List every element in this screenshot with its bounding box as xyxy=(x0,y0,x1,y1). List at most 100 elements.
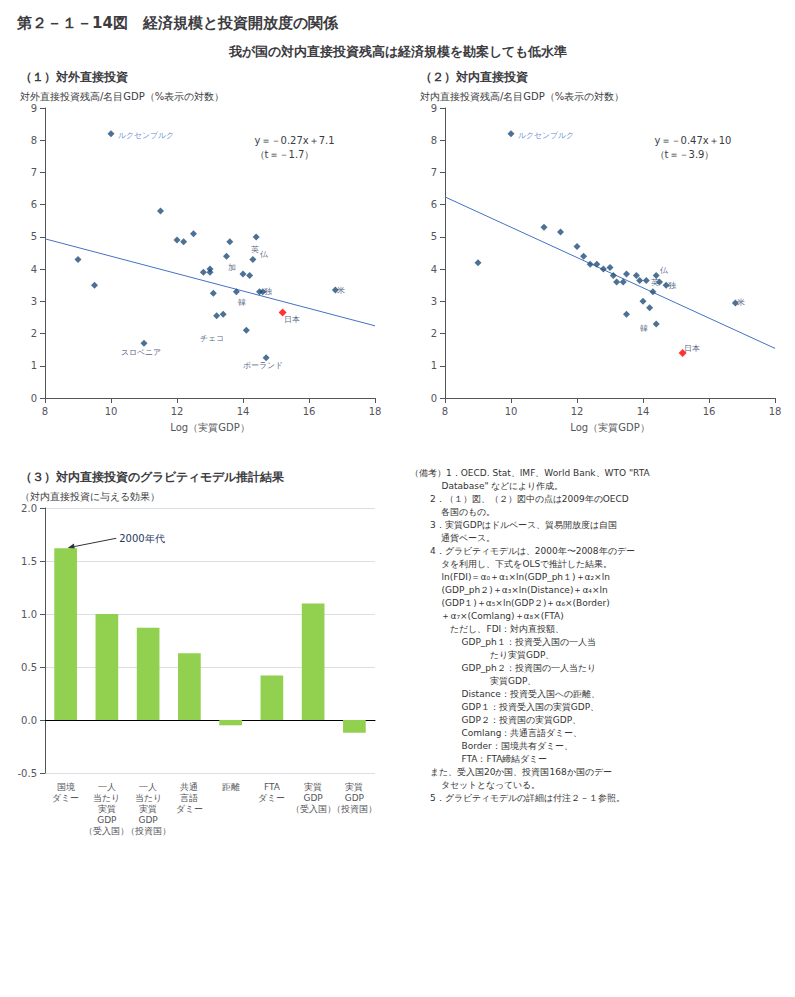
svg-text:対外直接投資残高/名目GDP（%表示の対数）: 対外直接投資残高/名目GDP（%表示の対数） xyxy=(20,91,224,102)
svg-text:独: 独 xyxy=(264,287,272,296)
svg-text:（t＝－3.9）: （t＝－3.9） xyxy=(655,149,715,160)
svg-text:0: 0 xyxy=(31,393,37,404)
svg-text:6: 6 xyxy=(31,199,37,210)
svg-text:8: 8 xyxy=(42,406,48,417)
svg-text:GDP_ph１：投資受入国の一人当: GDP_ph１：投資受入国の一人当 xyxy=(410,637,596,647)
svg-text:実質: 実質 xyxy=(304,782,322,792)
svg-text:国境: 国境 xyxy=(57,782,75,792)
svg-text:英: 英 xyxy=(651,278,659,287)
svg-text:スロベニア: スロベニア xyxy=(121,348,161,357)
svg-text:加: 加 xyxy=(228,263,236,272)
svg-text:実質: 実質 xyxy=(345,782,363,792)
svg-text:チェコ: チェコ xyxy=(200,334,224,343)
svg-text:たり実質GDP、: たり実質GDP、 xyxy=(410,650,554,660)
svg-text:ln(FDI)＝α₀＋α₁×ln(GDP_ph１)＋α₂×l: ln(FDI)＝α₀＋α₁×ln(GDP_ph１)＋α₂×ln xyxy=(410,572,610,582)
svg-text:各国のもの。: 各国のもの。 xyxy=(410,507,495,517)
svg-text:3．実質GDPはドルベース、貿易開放度は自国: 3．実質GDPはドルベース、貿易開放度は自国 xyxy=(410,520,617,530)
svg-text:5．グラビティモデルの詳細は付注２－１参照。: 5．グラビティモデルの詳細は付注２－１参照。 xyxy=(410,793,625,803)
svg-text:当たり: 当たり xyxy=(135,793,162,803)
svg-text:y＝－0.27x＋7.1: y＝－0.27x＋7.1 xyxy=(255,135,335,146)
svg-text:FTA：FTA締結ダミー: FTA：FTA締結ダミー xyxy=(410,754,547,764)
svg-text:（投資国）: （投資国） xyxy=(126,826,171,836)
svg-text:ダミー: ダミー xyxy=(176,804,203,814)
svg-text:（３）対内直接投資のグラビティモデル推計結果: （３）対内直接投資のグラビティモデル推計結果 xyxy=(20,470,285,484)
svg-text:y＝－0.47x＋10: y＝－0.47x＋10 xyxy=(655,135,732,146)
svg-text:米: 米 xyxy=(737,298,745,307)
svg-text:（t＝－1.7）: （t＝－1.7） xyxy=(255,149,315,160)
svg-text:12: 12 xyxy=(571,406,584,417)
svg-text:18: 18 xyxy=(369,406,382,417)
svg-text:8: 8 xyxy=(31,135,37,146)
svg-text:4．グラビティモデルは、2000年〜2008年のデー: 4．グラビティモデルは、2000年〜2008年のデー xyxy=(410,546,635,556)
svg-text:18: 18 xyxy=(769,406,782,417)
svg-text:（１）対外直接投資: （１）対外直接投資 xyxy=(20,70,128,84)
svg-text:Log（実質GDP）: Log（実質GDP） xyxy=(570,422,649,433)
svg-text:（備考）1．OECD. Stat、IMF、World Ban: （備考）1．OECD. Stat、IMF、World Bank、WTO "RTA xyxy=(410,468,650,478)
svg-text:ルクセンブルク: ルクセンブルク xyxy=(118,131,174,140)
svg-text:GDP_ph２：投資国の一人当たり: GDP_ph２：投資国の一人当たり xyxy=(410,663,596,673)
svg-text:1: 1 xyxy=(31,360,37,371)
svg-text:実質GDP、: 実質GDP、 xyxy=(410,676,536,686)
svg-text:当たり: 当たり xyxy=(93,793,120,803)
svg-text:10: 10 xyxy=(105,406,118,417)
svg-text:Database" などにより作成。: Database" などにより作成。 xyxy=(410,481,563,491)
svg-text:（受入国）: （受入国） xyxy=(291,804,336,814)
svg-text:ダミー: ダミー xyxy=(258,793,285,803)
svg-text:仏: 仏 xyxy=(259,250,269,259)
svg-text:一人: 一人 xyxy=(139,782,157,792)
svg-text:FTA: FTA xyxy=(264,782,281,792)
svg-text:4: 4 xyxy=(31,264,37,275)
svg-text:日本: 日本 xyxy=(284,315,300,324)
svg-text:GDP１：投資受入国の実質GDP、: GDP１：投資受入国の実質GDP、 xyxy=(410,702,599,712)
svg-text:7: 7 xyxy=(31,167,37,178)
svg-text:0.5: 0.5 xyxy=(21,662,37,673)
svg-text:Distance：投資受入国への距離、: Distance：投資受入国への距離、 xyxy=(410,689,600,699)
svg-text:10: 10 xyxy=(505,406,518,417)
svg-text:GDP: GDP xyxy=(345,793,365,803)
svg-text:6: 6 xyxy=(431,199,437,210)
svg-text:7: 7 xyxy=(431,167,437,178)
svg-text:韓: 韓 xyxy=(640,324,648,333)
svg-text:GDP: GDP xyxy=(303,793,323,803)
svg-text:日本: 日本 xyxy=(684,344,700,353)
svg-text:GDP２：投資国の実質GDP、: GDP２：投資国の実質GDP、 xyxy=(410,715,581,725)
svg-text:ポーランド: ポーランド xyxy=(243,361,283,370)
svg-text:14: 14 xyxy=(637,406,650,417)
svg-text:（対内直接投資に与える効果）: （対内直接投資に与える効果） xyxy=(20,491,160,502)
svg-text:Comlang：共通言語ダミー、: Comlang：共通言語ダミー、 xyxy=(410,728,583,738)
svg-text:（投資国）: （投資国） xyxy=(332,804,377,814)
svg-text:4: 4 xyxy=(431,264,437,275)
svg-text:米: 米 xyxy=(337,286,345,295)
svg-text:8: 8 xyxy=(442,406,448,417)
svg-text:2.0: 2.0 xyxy=(21,503,37,514)
svg-text:16: 16 xyxy=(303,406,316,417)
svg-text:我が国の対内直接投資残高は経済規模を勘案しても低水準: 我が国の対内直接投資残高は経済規模を勘案しても低水準 xyxy=(228,44,567,59)
svg-text:Border：国境共有ダミー、: Border：国境共有ダミー、 xyxy=(410,741,573,751)
svg-text:1: 1 xyxy=(431,360,437,371)
svg-text:5: 5 xyxy=(431,231,437,242)
svg-text:3: 3 xyxy=(31,296,37,307)
svg-text:実質: 実質 xyxy=(139,804,157,814)
svg-text:タセットとなっている。: タセットとなっている。 xyxy=(410,780,540,790)
svg-text:5: 5 xyxy=(31,231,37,242)
svg-text:2: 2 xyxy=(31,328,37,339)
svg-text:仏: 仏 xyxy=(659,266,669,275)
svg-text:(GDP１)＋α₅×ln(GDP２)＋α₆×(Border): (GDP１)＋α₅×ln(GDP２)＋α₆×(Border) xyxy=(410,598,610,608)
svg-text:韓: 韓 xyxy=(238,298,246,307)
svg-text:GDP: GDP xyxy=(97,815,117,825)
svg-text:14: 14 xyxy=(237,406,250,417)
svg-text:また、受入国20か国、投資国168か国のデー: また、受入国20か国、投資国168か国のデー xyxy=(410,767,612,777)
svg-text:1.0: 1.0 xyxy=(21,609,37,620)
svg-text:タを利用し、下式をOLSで推計した結果。: タを利用し、下式をOLSで推計した結果。 xyxy=(410,559,612,569)
svg-text:GDP: GDP xyxy=(138,815,158,825)
svg-text:共通: 共通 xyxy=(180,782,198,792)
svg-text:16: 16 xyxy=(703,406,716,417)
svg-text:ただし、FDI：対内直投額、: ただし、FDI：対内直投額、 xyxy=(410,624,564,634)
svg-text:2．（１）図、（２）図中の点は2009年のOECD: 2．（１）図、（２）図中の点は2009年のOECD xyxy=(410,494,629,504)
svg-text:＋α₇×(Comlang)＋α₈×(FTA): ＋α₇×(Comlang)＋α₈×(FTA) xyxy=(410,611,564,621)
svg-text:9: 9 xyxy=(31,103,37,114)
svg-text:実質: 実質 xyxy=(98,804,116,814)
svg-text:一人: 一人 xyxy=(98,782,116,792)
svg-text:第２－１－14図 経済規模と投資開放度の関係: 第２－１－14図 経済規模と投資開放度の関係 xyxy=(16,14,339,32)
svg-text:ダミー: ダミー xyxy=(52,793,79,803)
